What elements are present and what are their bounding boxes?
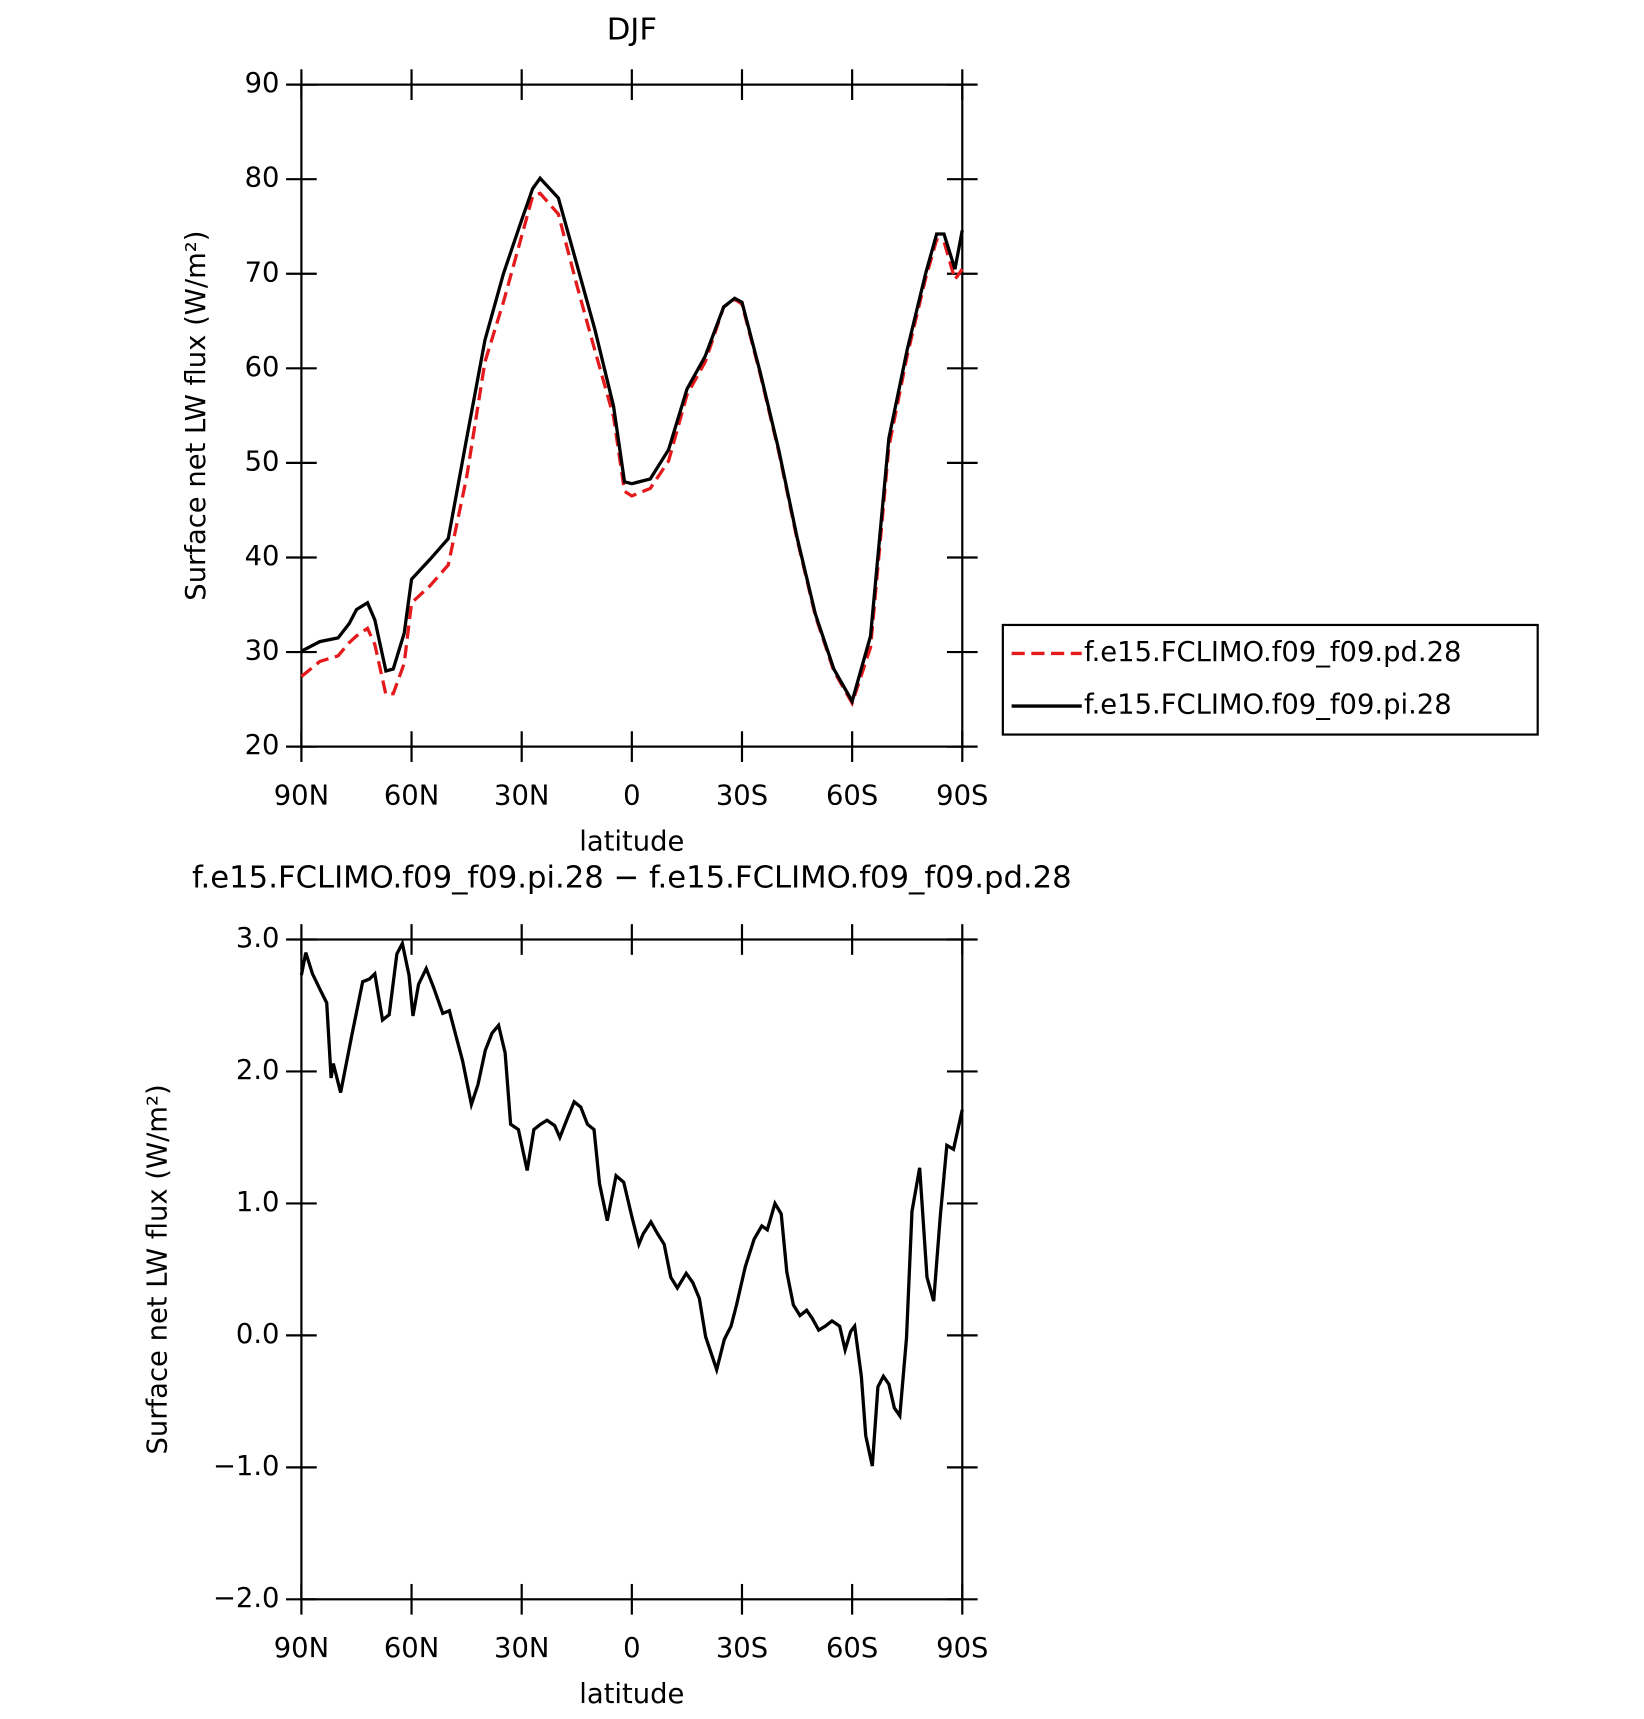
y-tick-label: 30 bbox=[245, 636, 280, 667]
legend-label: f.e15.FCLIMO.f09_f09.pi.28 bbox=[1084, 690, 1452, 721]
x-tick-label: 30N bbox=[494, 781, 549, 812]
chart-title: DJF bbox=[607, 12, 657, 47]
y-axis-label: Surface net LW flux (W/m²) bbox=[181, 231, 212, 601]
y-tick-label: 50 bbox=[245, 446, 280, 477]
x-tick-label: 0 bbox=[623, 781, 640, 812]
y-tick-label: 20 bbox=[245, 730, 280, 761]
x-tick-label: 60N bbox=[384, 1633, 439, 1664]
y-tick-label: 40 bbox=[245, 541, 280, 572]
chart-title: f.e15.FCLIMO.f09_f09.pi.28 − f.e15.FCLIM… bbox=[192, 861, 1072, 896]
x-tick-label: 30S bbox=[716, 781, 768, 812]
y-tick-label: 80 bbox=[245, 163, 280, 194]
x-tick-label: 90S bbox=[936, 1633, 988, 1664]
x-tick-label: 0 bbox=[623, 1633, 640, 1664]
y-tick-label: −1.0 bbox=[213, 1451, 280, 1482]
y-tick-label: −2.0 bbox=[213, 1583, 280, 1614]
y-tick-label: 0.0 bbox=[236, 1319, 280, 1350]
legend-box bbox=[1001, 623, 1539, 736]
plot-frame bbox=[300, 938, 964, 1601]
y-tick-label: 60 bbox=[245, 352, 280, 383]
x-axis-label: latitude bbox=[579, 827, 684, 858]
x-tick-label: 90S bbox=[936, 781, 988, 812]
x-tick-label: 60N bbox=[384, 781, 439, 812]
x-tick-label: 30N bbox=[494, 1633, 549, 1664]
x-tick-label: 60S bbox=[826, 1633, 878, 1664]
series-line bbox=[299, 938, 964, 1467]
y-axis-label: Surface net LW flux (W/m²) bbox=[142, 1084, 173, 1454]
y-tick-label: 3.0 bbox=[236, 923, 280, 954]
legend-label: f.e15.FCLIMO.f09_f09.pd.28 bbox=[1084, 637, 1462, 668]
x-tick-label: 90N bbox=[274, 1633, 329, 1664]
x-axis-label: latitude bbox=[579, 1679, 684, 1710]
x-tick-label: 90N bbox=[274, 781, 329, 812]
y-tick-label: 1.0 bbox=[236, 1187, 280, 1218]
x-tick-label: 30S bbox=[716, 1633, 768, 1664]
y-tick-label: 70 bbox=[245, 257, 280, 288]
series-line bbox=[300, 191, 964, 708]
y-tick-label: 2.0 bbox=[236, 1055, 280, 1086]
series-line bbox=[300, 175, 964, 706]
y-tick-label: 90 bbox=[245, 68, 280, 99]
plot-frame bbox=[300, 83, 964, 748]
x-tick-label: 60S bbox=[826, 781, 878, 812]
